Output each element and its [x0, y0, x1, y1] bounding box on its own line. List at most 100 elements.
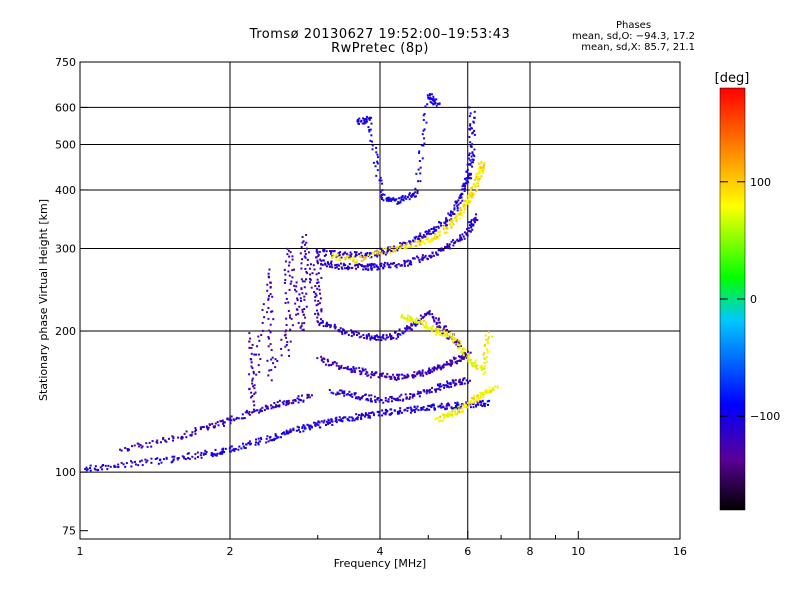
data-point: [330, 418, 333, 421]
data-point: [289, 431, 292, 434]
data-point: [389, 375, 392, 378]
data-point: [397, 411, 400, 414]
data-point: [376, 252, 379, 255]
data-point: [483, 362, 486, 365]
data-point: [287, 264, 290, 267]
data-point: [162, 458, 165, 461]
data-point: [471, 165, 474, 168]
data-point: [267, 297, 270, 300]
data-point: [448, 330, 451, 333]
data-point: [241, 417, 244, 420]
data-point: [414, 408, 417, 411]
data-point: [301, 427, 304, 430]
data-point: [473, 400, 476, 403]
data-point: [405, 325, 408, 328]
data-point: [299, 398, 302, 401]
data-point: [452, 339, 455, 342]
data-point: [293, 284, 296, 287]
data-point: [463, 182, 466, 185]
data-point: [315, 423, 318, 426]
data-point: [471, 158, 474, 161]
data-point: [446, 382, 449, 385]
data-point: [460, 209, 463, 212]
data-point: [446, 337, 449, 340]
data-point: [378, 414, 381, 417]
x-tick-label: 8: [527, 545, 534, 558]
data-point: [231, 449, 234, 452]
data-point: [422, 324, 425, 327]
data-point: [461, 233, 464, 236]
data-point: [413, 411, 416, 414]
data-point: [316, 312, 319, 315]
data-point: [290, 317, 293, 320]
data-point: [389, 408, 392, 411]
data-point: [461, 410, 464, 413]
data-point: [376, 153, 379, 156]
data-point: [363, 336, 366, 339]
data-point: [270, 349, 273, 352]
data-point: [345, 393, 348, 396]
data-point: [130, 465, 133, 468]
data-point: [395, 398, 398, 401]
data-point: [366, 371, 369, 374]
data-point: [399, 264, 402, 267]
data-point: [257, 335, 260, 338]
data-point: [397, 376, 400, 379]
data-point: [447, 404, 450, 407]
data-point: [425, 325, 428, 328]
data-point: [359, 398, 362, 401]
data-point: [352, 331, 355, 334]
data-point: [406, 260, 409, 263]
data-point: [317, 272, 320, 275]
data-point: [301, 322, 304, 325]
data-point: [379, 252, 382, 255]
data-point: [370, 262, 373, 265]
data-point: [368, 129, 371, 132]
data-point: [396, 202, 399, 205]
data-point: [420, 238, 423, 241]
data-point: [284, 330, 287, 333]
data-point: [344, 264, 347, 267]
data-point: [366, 265, 369, 268]
data-point: [317, 281, 320, 284]
data-point: [461, 404, 464, 407]
data-point: [315, 304, 318, 307]
data-point: [279, 436, 282, 439]
data-point: [302, 400, 305, 403]
data-point: [390, 250, 393, 253]
data-point: [424, 254, 427, 257]
data-point: [364, 252, 367, 255]
data-point: [471, 131, 474, 134]
data-point: [408, 398, 411, 401]
data-point: [364, 373, 367, 376]
data-point: [428, 94, 431, 97]
data-point: [457, 403, 460, 406]
data-point: [259, 410, 262, 413]
data-point: [473, 192, 476, 195]
data-point: [494, 385, 497, 388]
data-point: [439, 388, 442, 391]
data-point: [454, 200, 457, 203]
data-point: [399, 399, 402, 402]
data-point: [437, 417, 440, 420]
data-point: [449, 364, 452, 367]
data-point: [126, 449, 129, 452]
data-point: [333, 325, 336, 328]
data-point: [181, 455, 184, 458]
data-point: [441, 334, 444, 337]
data-point: [317, 300, 320, 303]
data-point: [446, 231, 449, 234]
data-point: [422, 374, 425, 377]
data-point: [486, 349, 489, 352]
data-point: [465, 177, 468, 180]
data-point: [472, 402, 475, 405]
data-point: [316, 281, 319, 284]
data-point: [379, 190, 382, 193]
data-point: [436, 364, 439, 367]
data-point: [449, 213, 452, 216]
data-point: [450, 413, 453, 416]
data-point: [436, 331, 439, 334]
data-point: [287, 349, 290, 352]
data-point: [458, 342, 461, 345]
data-point: [370, 268, 373, 271]
